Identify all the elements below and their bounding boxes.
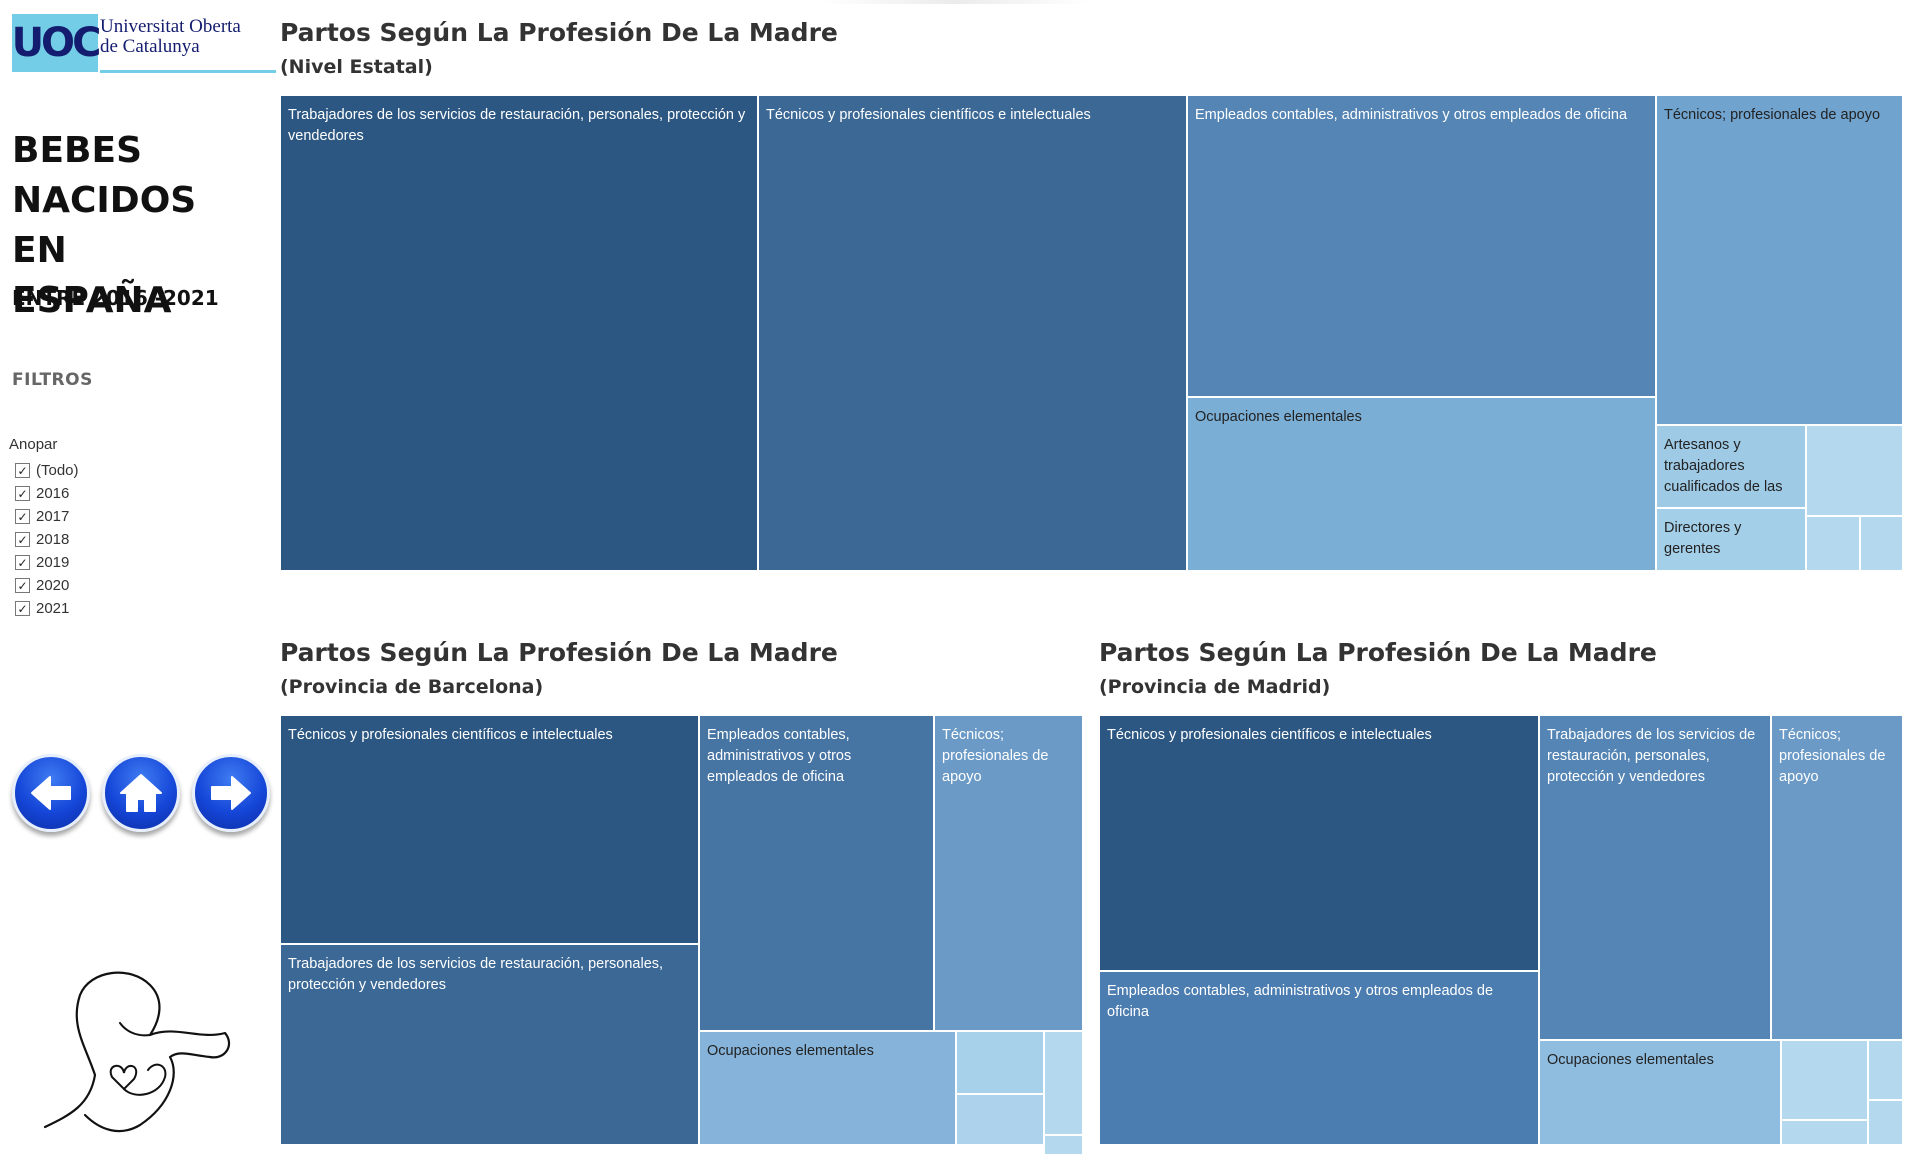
treemap-tile-label: Técnicos y profesionales científicos e i… — [766, 107, 1091, 123]
dashboard-title-line: NACIDOS EN — [12, 180, 197, 271]
treemap-tile[interactable] — [1044, 1031, 1083, 1135]
filter-option-2021[interactable]: ✓ 2021 — [15, 597, 79, 620]
checkbox-checked-icon[interactable]: ✓ — [15, 509, 30, 524]
treemap-tile-label: Empleados contables, administrativos y o… — [1107, 983, 1494, 1020]
filter-option-label: 2020 — [36, 577, 70, 594]
treemap-tile-label: Técnicos; profesionales de apoyo — [1664, 107, 1881, 123]
treemap-tile[interactable] — [1806, 516, 1860, 571]
year-filter-list: ✓ (Todo) ✓ 2016 ✓ 2017 ✓ 2018 ✓ 2019 ✓ 2… — [15, 459, 79, 620]
uoc-logo-line2: de Catalunya — [100, 36, 200, 57]
uoc-logo-line1: Universitat Oberta — [100, 16, 241, 37]
checkbox-checked-icon[interactable]: ✓ — [15, 578, 30, 593]
treemap-tile[interactable] — [1868, 1100, 1903, 1145]
filter-option-2016[interactable]: ✓ 2016 — [15, 482, 79, 505]
treemap-tile[interactable]: Técnicos y profesionales científicos e i… — [280, 715, 699, 944]
treemap-tile-label: Técnicos; profesionales de apoyo — [1779, 727, 1886, 785]
treemap-madrid: Técnicos y profesionales científicos e i… — [1099, 715, 1903, 1145]
filter-option-label: (Todo) — [36, 462, 79, 479]
treemap-tile[interactable]: Técnicos; profesionales de apoyo — [934, 715, 1083, 1031]
treemap-tile[interactable]: Ocupaciones elementales — [1187, 397, 1656, 571]
treemap-tile[interactable]: Directores y gerentes — [1656, 508, 1806, 571]
treemap-tile[interactable] — [1868, 1040, 1903, 1100]
forward-button[interactable] — [192, 754, 270, 832]
treemap-tile-label: Técnicos; profesionales de apoyo — [942, 727, 1049, 785]
chart-subtitle-barcelona: (Provincia de Barcelona) — [280, 676, 544, 698]
filter-option-2019[interactable]: ✓ 2019 — [15, 551, 79, 574]
baby-illustration — [43, 971, 231, 1133]
filters-heading: FILTROS — [12, 370, 93, 390]
treemap-tile[interactable] — [956, 1031, 1044, 1094]
treemap-tile-label: Técnicos y profesionales científicos e i… — [1107, 727, 1432, 743]
checkbox-checked-icon[interactable]: ✓ — [15, 486, 30, 501]
top-shadow — [820, 0, 1090, 4]
treemap-tile-label: Artesanos y trabajadores cualificados de… — [1664, 437, 1783, 495]
treemap-tile[interactable]: Empleados contables, administrativos y o… — [1099, 971, 1539, 1145]
treemap-tile[interactable]: Trabajadores de los servicios de restaur… — [280, 95, 758, 571]
treemap-tile[interactable] — [1781, 1120, 1868, 1145]
treemap-tile-label: Técnicos y profesionales científicos e i… — [288, 727, 613, 743]
treemap-tile-label: Empleados contables, administrativos y o… — [1195, 107, 1628, 123]
treemap-tile[interactable]: Técnicos; profesionales de apoyo — [1771, 715, 1903, 1040]
dashboard-title: BEBES NACIDOS EN ESPAÑA — [12, 126, 252, 326]
treemap-estatal: Trabajadores de los servicios de restaur… — [280, 95, 1903, 571]
home-icon — [120, 774, 162, 812]
filter-label-anopar: Anopar — [9, 436, 58, 453]
treemap-tile-label: Ocupaciones elementales — [1547, 1052, 1714, 1068]
filter-option-2017[interactable]: ✓ 2017 — [15, 505, 79, 528]
checkbox-checked-icon[interactable]: ✓ — [15, 532, 30, 547]
checkbox-checked-icon[interactable]: ✓ — [15, 555, 30, 570]
chart-title-estatal: Partos Según La Profesión De La Madre — [280, 18, 838, 47]
uoc-logo: UOC Universitat Oberta de Catalunya — [12, 14, 276, 74]
treemap-tile[interactable] — [1781, 1040, 1868, 1120]
dashboard-subtitle: ENTRE 2016 -2021 — [12, 286, 219, 310]
filter-option-todo[interactable]: ✓ (Todo) — [15, 459, 79, 482]
treemap-tile[interactable] — [1806, 425, 1903, 516]
uoc-logo-mark: UOC — [12, 14, 101, 72]
chart-title-barcelona: Partos Según La Profesión De La Madre — [280, 638, 838, 667]
filter-option-label: 2016 — [36, 485, 70, 502]
back-button[interactable] — [12, 754, 90, 832]
treemap-tile-label: Ocupaciones elementales — [707, 1043, 874, 1059]
checkbox-checked-icon[interactable]: ✓ — [15, 463, 30, 478]
treemap-tile-label: Trabajadores de los servicios de restaur… — [288, 956, 664, 993]
filter-option-label: 2018 — [36, 531, 70, 548]
treemap-tile[interactable] — [1860, 516, 1903, 571]
treemap-tile-label: Directores y gerentes — [1664, 520, 1742, 557]
treemap-tile-label: Ocupaciones elementales — [1195, 409, 1362, 425]
filter-option-label: 2019 — [36, 554, 70, 571]
filter-option-2018[interactable]: ✓ 2018 — [15, 528, 79, 551]
filter-option-2020[interactable]: ✓ 2020 — [15, 574, 79, 597]
chart-title-madrid: Partos Según La Profesión De La Madre — [1099, 638, 1657, 667]
treemap-tile[interactable] — [956, 1094, 1044, 1145]
treemap-tile[interactable]: Técnicos; profesionales de apoyo — [1656, 95, 1903, 425]
treemap-barcelona: Técnicos y profesionales científicos e i… — [280, 715, 1083, 1155]
treemap-tile-label: Trabajadores de los servicios de restaur… — [1547, 727, 1756, 785]
treemap-tile[interactable]: Ocupaciones elementales — [1539, 1040, 1781, 1145]
uoc-logo-rule — [100, 70, 276, 73]
home-button[interactable] — [102, 754, 180, 832]
treemap-tile[interactable]: Trabajadores de los servicios de restaur… — [1539, 715, 1771, 1040]
checkbox-checked-icon[interactable]: ✓ — [15, 601, 30, 616]
chart-subtitle-estatal: (Nivel Estatal) — [280, 56, 433, 78]
treemap-tile[interactable]: Técnicos y profesionales científicos e i… — [758, 95, 1187, 571]
treemap-tile[interactable]: Ocupaciones elementales — [699, 1031, 956, 1145]
dashboard-title-line: ESPAÑA — [12, 280, 172, 321]
filter-option-label: 2017 — [36, 508, 70, 525]
dashboard-title-line: BEBES — [12, 130, 142, 171]
treemap-tile[interactable]: Técnicos y profesionales científicos e i… — [1099, 715, 1539, 971]
uoc-logo-text: Universitat Oberta de Catalunya — [100, 17, 260, 57]
treemap-tile[interactable] — [1044, 1135, 1083, 1155]
treemap-tile[interactable]: Empleados contables, administrativos y o… — [699, 715, 934, 1031]
treemap-tile[interactable]: Artesanos y trabajadores cualificados de… — [1656, 425, 1806, 508]
treemap-tile-label: Empleados contables, administrativos y o… — [707, 727, 852, 785]
arrow-left-icon — [31, 776, 71, 810]
arrow-right-icon — [211, 776, 251, 810]
filter-option-label: 2021 — [36, 600, 70, 617]
treemap-tile[interactable]: Trabajadores de los servicios de restaur… — [280, 944, 699, 1145]
chart-subtitle-madrid: (Provincia de Madrid) — [1099, 676, 1331, 698]
treemap-tile-label: Trabajadores de los servicios de restaur… — [288, 107, 746, 144]
treemap-tile[interactable]: Empleados contables, administrativos y o… — [1187, 95, 1656, 397]
